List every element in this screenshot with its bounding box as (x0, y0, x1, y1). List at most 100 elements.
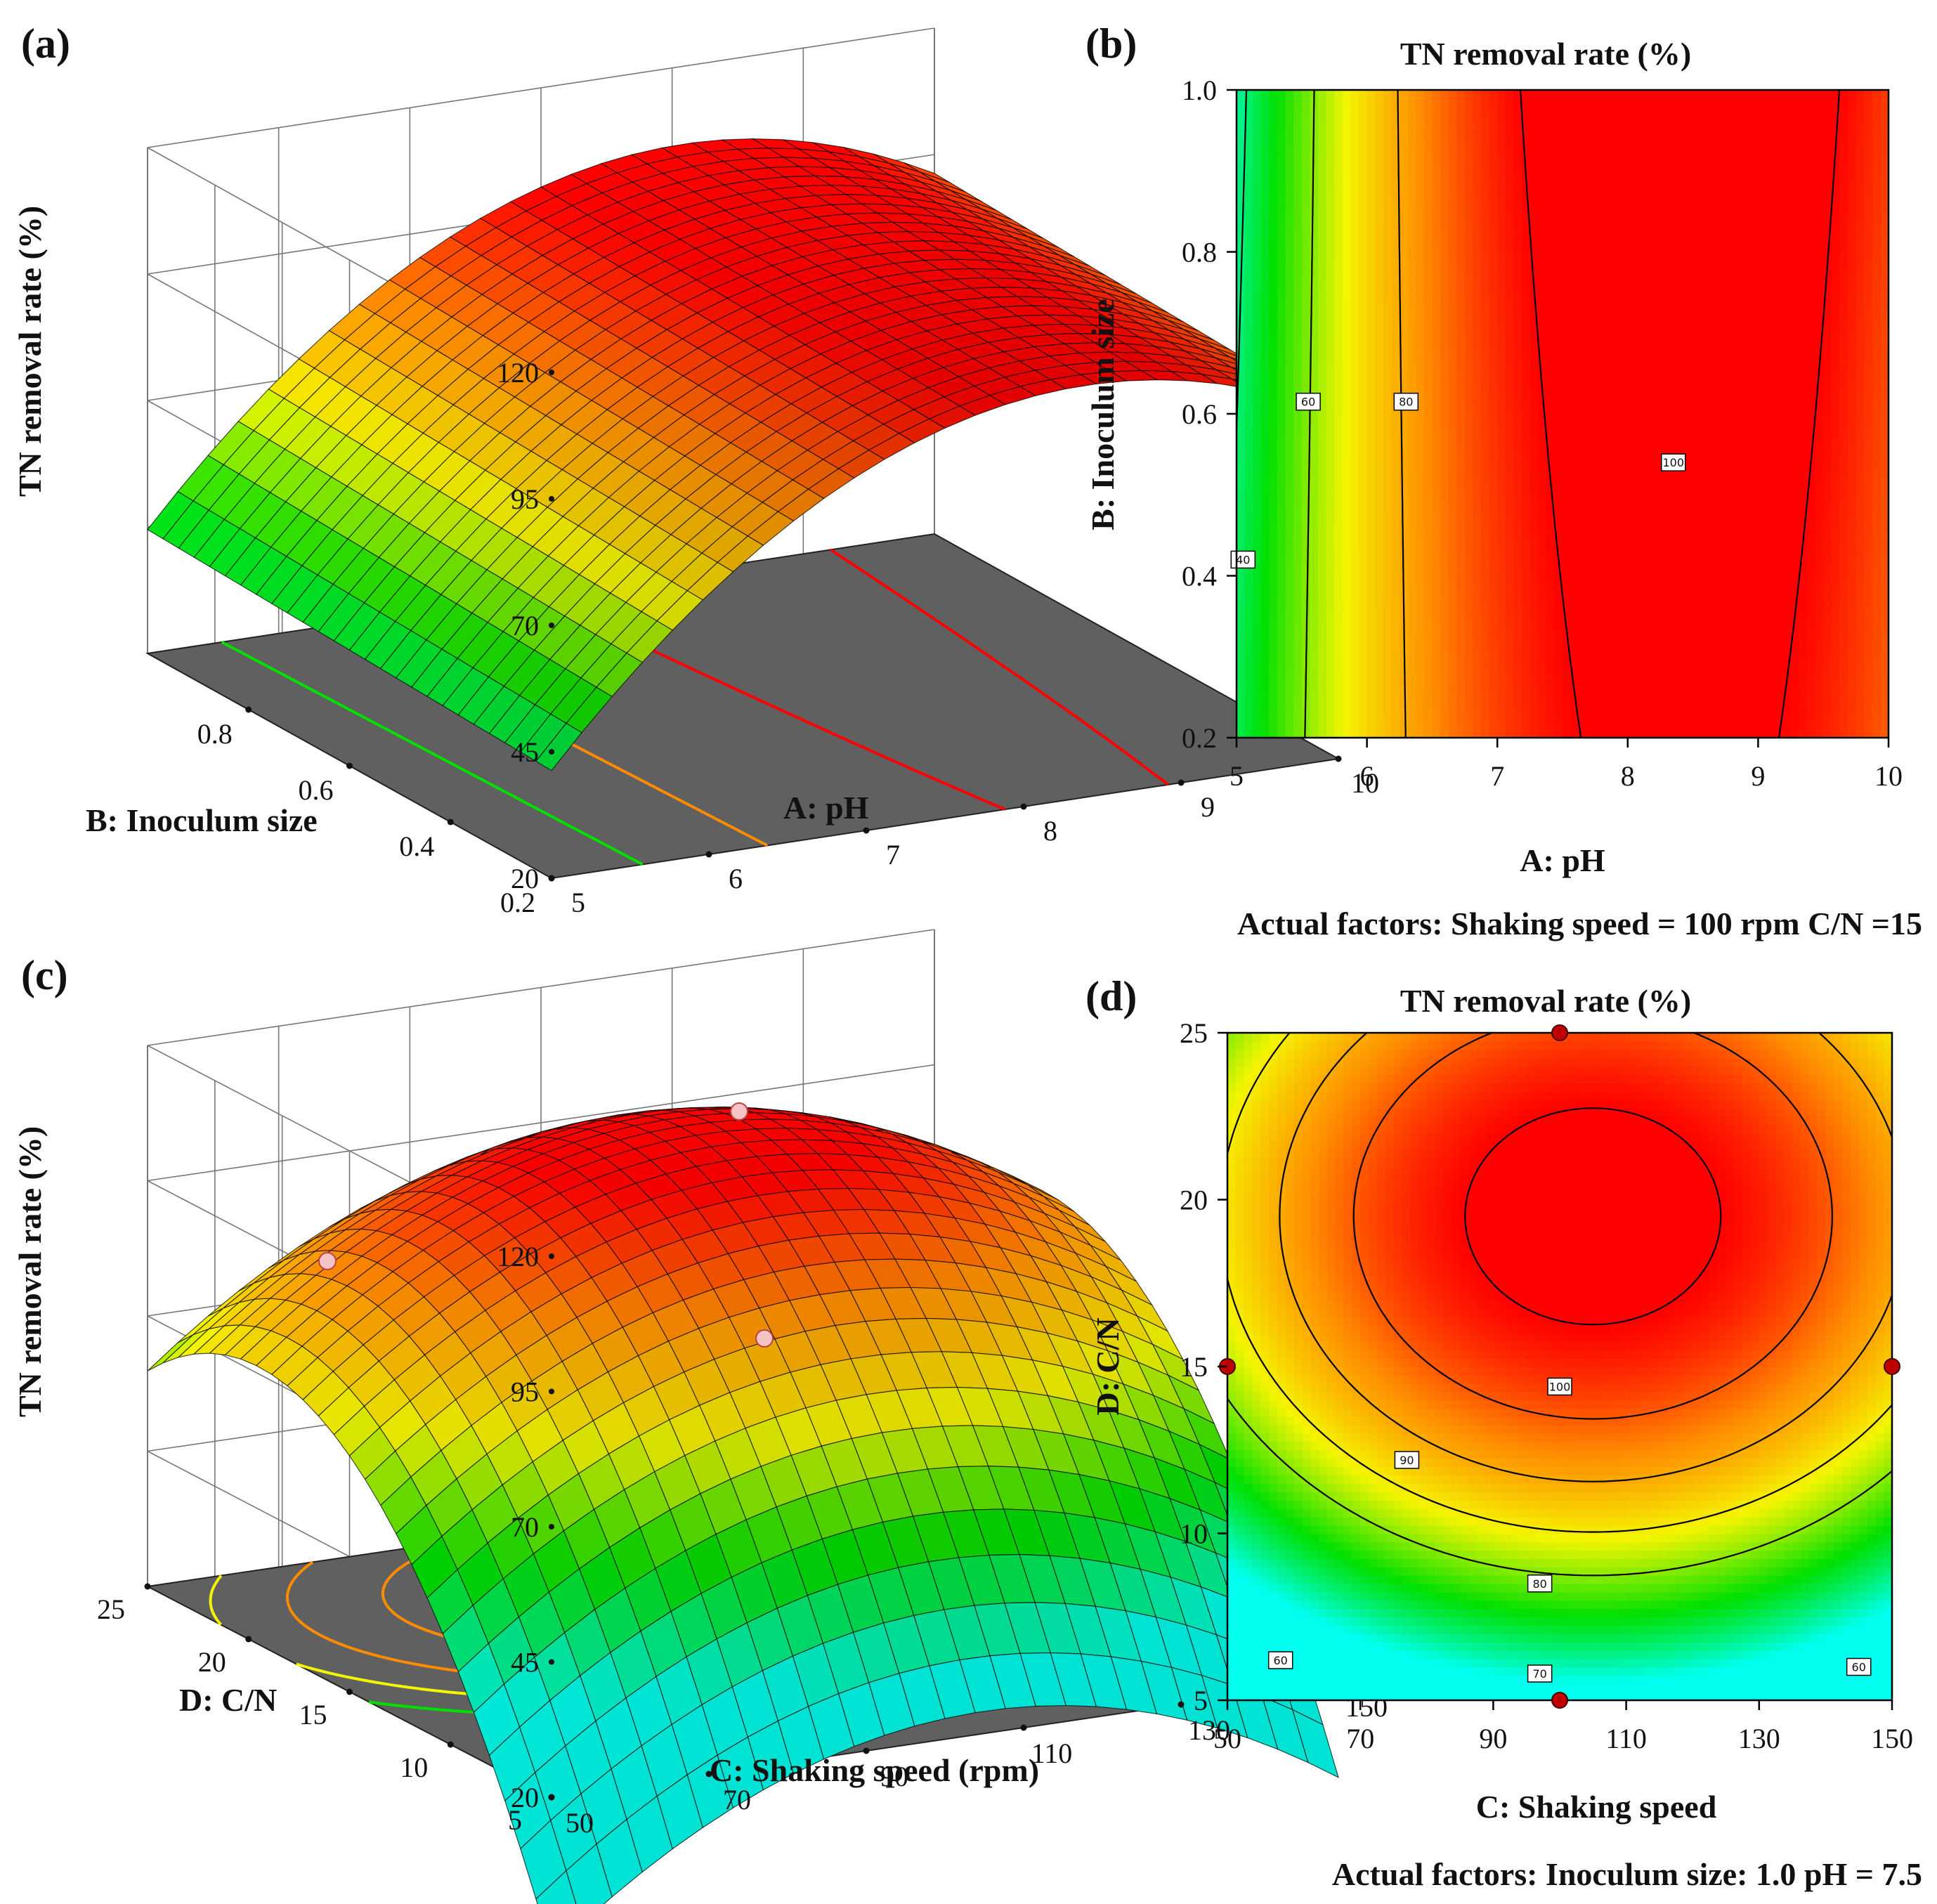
color-cell (1440, 219, 1449, 228)
color-cell (1253, 502, 1262, 512)
color-cell (1505, 575, 1515, 585)
color-cell (1293, 705, 1303, 715)
color-cell (1334, 656, 1343, 666)
color-cell (1513, 502, 1522, 512)
color-cell (1400, 373, 1409, 382)
color-cell (1269, 381, 1278, 391)
x-tick-label: 7 (886, 839, 900, 871)
color-cell (1522, 729, 1531, 738)
color-cell (1244, 398, 1253, 407)
color-cell (1619, 106, 1629, 115)
color-cell (1277, 389, 1286, 398)
color-cell (1505, 162, 1515, 171)
color-cell (1253, 316, 1262, 325)
color-cell (1497, 138, 1506, 148)
color-cell (1579, 648, 1588, 658)
color-cell (1448, 187, 1457, 196)
color-cell (1513, 600, 1522, 609)
color-cell (1619, 114, 1629, 123)
color-cell (1456, 422, 1466, 431)
color-cell (1464, 171, 1474, 180)
color-cell (1660, 292, 1669, 301)
color-cell (1293, 422, 1303, 431)
color-cell (1603, 502, 1612, 512)
color-cell (1563, 495, 1572, 504)
color-cell (1652, 502, 1661, 512)
color-cell (1253, 600, 1262, 609)
color-cell (1563, 454, 1572, 463)
color-cell (1334, 178, 1343, 188)
color-cell (1522, 284, 1531, 293)
color-cell (1293, 268, 1303, 277)
color-cell (1383, 462, 1393, 471)
color-cell (1522, 511, 1531, 520)
color-cell (1530, 138, 1539, 148)
color-cell (1318, 373, 1327, 382)
color-cell (1310, 187, 1319, 196)
color-cell (1636, 430, 1645, 439)
color-cell (1563, 713, 1572, 722)
color-cell (1448, 705, 1457, 715)
color-cell (1407, 478, 1416, 488)
color-cell (1416, 171, 1425, 180)
color-cell (1244, 405, 1253, 415)
color-cell (1489, 260, 1498, 269)
color-cell (1627, 713, 1637, 722)
color-cell (1652, 389, 1661, 398)
color-cell (1481, 365, 1490, 374)
color-cell (1627, 502, 1637, 512)
color-cell (1260, 608, 1270, 617)
color-cell (1554, 162, 1563, 171)
color-cell (1546, 527, 1556, 536)
color-cell (1546, 519, 1556, 528)
color-cell (1423, 672, 1433, 682)
color-cell (1383, 454, 1393, 463)
color-cell (1489, 292, 1498, 301)
color-cell (1293, 616, 1303, 625)
color-cell (1326, 502, 1335, 512)
color-cell (1269, 114, 1278, 123)
color-cell (1660, 146, 1669, 155)
color-cell (1456, 430, 1466, 439)
color-cell (1563, 470, 1572, 479)
color-cell (1456, 414, 1466, 423)
color-cell (1375, 308, 1384, 318)
color-cell (1644, 608, 1653, 617)
color-cell (1538, 138, 1547, 148)
color-cell (1530, 300, 1539, 309)
color-cell (1423, 219, 1433, 228)
color-cell (1563, 268, 1572, 277)
color-cell (1619, 543, 1629, 552)
color-cell (1367, 519, 1376, 528)
color-cell (1416, 308, 1425, 318)
color-cell (1522, 430, 1531, 439)
color-cell (1407, 430, 1416, 439)
color-cell (1383, 244, 1393, 253)
color-cell (1505, 689, 1515, 698)
color-cell (1489, 430, 1498, 439)
color-cell (1538, 122, 1547, 131)
color-cell (1359, 600, 1368, 609)
color-cell (1432, 511, 1441, 520)
color-cell (1644, 438, 1653, 447)
color-cell (1432, 527, 1441, 536)
color-cell (1269, 575, 1278, 585)
color-cell (1448, 162, 1457, 171)
color-cell (1481, 656, 1490, 666)
color-cell (1619, 478, 1629, 488)
color-cell (1359, 325, 1368, 334)
color-cell (1407, 624, 1416, 633)
color-cell (1513, 624, 1522, 633)
color-cell (1326, 389, 1335, 398)
color-cell (1423, 486, 1433, 495)
color-cell (1456, 357, 1466, 366)
color-cell (1619, 130, 1629, 139)
color-cell (1310, 203, 1319, 212)
color-cell (1277, 624, 1286, 633)
color-cell (1285, 568, 1294, 577)
color-cell (1473, 284, 1482, 293)
color-cell (1342, 543, 1352, 552)
color-cell (1285, 357, 1294, 366)
color-cell (1660, 672, 1669, 682)
color-cell (1586, 519, 1596, 528)
